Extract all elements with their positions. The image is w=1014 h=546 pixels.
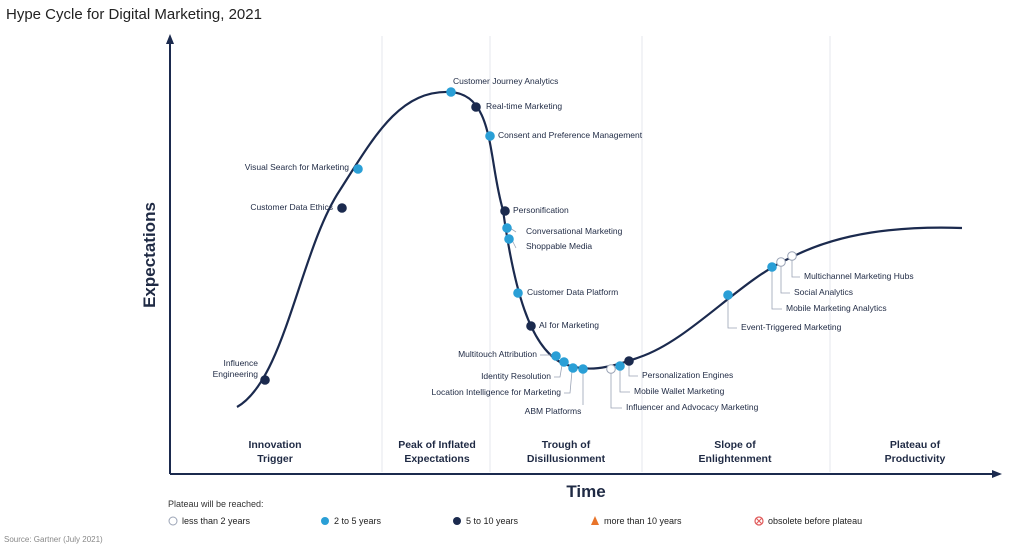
leader-line	[771, 270, 782, 310]
point-visual-search-for-marketing	[353, 164, 363, 174]
leader-line	[791, 259, 800, 278]
phase-label-peak: Peak of Inflated	[398, 439, 476, 451]
point-influence-engineering	[260, 375, 270, 385]
label-abm-platforms: ABM Platforms	[525, 406, 582, 416]
point-personalization-engines	[624, 356, 634, 366]
legend-item-5to10: 5 to 10 years	[453, 516, 519, 526]
phase-label-plateau: Productivity	[885, 453, 946, 465]
leader-line	[628, 364, 638, 377]
leader-line	[727, 298, 737, 329]
technology-labels: Influence Engineering Customer Data Ethics…	[213, 76, 914, 416]
label-mobile-marketing-analytics: Mobile Marketing Analytics	[786, 303, 887, 313]
legend-symbol-triangle	[591, 516, 599, 525]
point-mobile-marketing-analytics	[767, 262, 777, 272]
legend-item-2to5: 2 to 5 years	[321, 516, 382, 526]
legend-item-obsolete: obsolete before plateau	[754, 516, 862, 526]
point-multitouch-attribution	[551, 351, 561, 361]
point-real-time-marketing	[471, 102, 481, 112]
label-customer-journey-analytics: Customer Journey Analytics	[453, 76, 558, 86]
leader-line	[619, 369, 630, 393]
legend-label-obsolete: obsolete before plateau	[768, 516, 862, 526]
point-consent-and-preference-management	[485, 131, 495, 141]
phase-label-slope: Enlightenment	[699, 453, 772, 465]
point-conversational-marketing	[502, 223, 512, 233]
phase-label-innovation: Innovation	[248, 439, 301, 451]
phase-label-trough: Disillusionment	[527, 453, 606, 465]
label-influence-engineering: Influence Engineering	[213, 358, 259, 379]
legend-symbol-circle	[453, 517, 461, 525]
legend-symbol-circle	[321, 517, 329, 525]
label-personalization-engines: Personalization Engines	[642, 370, 733, 380]
legend-symbol-cross	[756, 518, 762, 524]
point-shoppable-media	[504, 234, 514, 244]
legend-label-more10: more than 10 years	[604, 516, 682, 526]
label-visual-search-for-marketing: Visual Search for Marketing	[245, 162, 350, 172]
point-multichannel-marketing-hubs	[787, 251, 797, 261]
point-personification	[500, 206, 510, 216]
point-event-triggered-marketing	[723, 290, 733, 300]
point-influencer-and-advocacy-marketing	[606, 364, 616, 374]
legend-item-more10: more than 10 years	[591, 516, 682, 526]
label-social-analytics: Social Analytics	[794, 287, 853, 297]
label-shoppable-media: Shoppable Media	[526, 241, 592, 251]
legend-symbol-hollow-circle	[168, 516, 178, 526]
label-personification: Personification	[513, 205, 569, 215]
point-customer-journey-analytics	[446, 87, 456, 97]
x-axis-arrow	[992, 470, 1002, 478]
phase-dividers	[381, 36, 831, 472]
label-location-intelligence-for-marketing: Location Intelligence for Marketing	[432, 387, 562, 397]
source-note: Source: Gartner (July 2021)	[4, 535, 103, 544]
label-customer-data-ethics: Customer Data Ethics	[250, 202, 333, 212]
legend-label-2to5: 2 to 5 years	[334, 516, 382, 526]
label-real-time-marketing: Real-time Marketing	[486, 101, 562, 111]
leader-line	[564, 370, 573, 394]
legend-symbol-crossed-circle	[754, 516, 764, 526]
legend-label-less2: less than 2 years	[182, 516, 251, 526]
leader-line	[554, 364, 563, 378]
page-title: Hype Cycle for Digital Marketing, 2021	[6, 6, 262, 23]
phase-label-slope: Slope of	[714, 439, 756, 451]
label-identity-resolution: Identity Resolution	[481, 371, 551, 381]
axes	[166, 34, 1002, 478]
label-multitouch-attribution: Multitouch Attribution	[458, 349, 537, 359]
point-customer-data-ethics	[337, 203, 347, 213]
label-conversational-marketing: Conversational Marketing	[526, 226, 623, 236]
x-axis-label: Time	[566, 482, 605, 501]
technology-points	[260, 87, 797, 385]
label-mobile-wallet-marketing: Mobile Wallet Marketing	[634, 386, 725, 396]
label-influencer-and-advocacy-marketing: Influencer and Advocacy Marketing	[626, 402, 759, 412]
phase-labels: Innovation Trigger Peak of Inflated Expecta…	[248, 439, 945, 465]
label-customer-data-platform: Customer Data Platform	[527, 287, 618, 297]
label-consent-and-preference-management: Consent and Preference Management	[498, 130, 643, 140]
phase-label-trough: Trough of	[542, 439, 591, 451]
label-multichannel-marketing-hubs: Multichannel Marketing Hubs	[804, 271, 914, 281]
label-event-triggered-marketing: Event-Triggered Marketing	[741, 322, 842, 332]
y-axis-arrow	[166, 34, 174, 44]
legend-label-5to10: 5 to 10 years	[466, 516, 519, 526]
phase-label-innovation: Trigger	[257, 453, 293, 465]
point-mobile-wallet-marketing	[615, 361, 625, 371]
label-ai-for-marketing: AI for Marketing	[539, 320, 599, 330]
point-social-analytics	[776, 257, 786, 267]
point-ai-for-marketing	[526, 321, 536, 331]
legend-heading: Plateau will be reached:	[168, 499, 264, 509]
point-abm-platforms	[578, 364, 588, 374]
legend-item-less2: less than 2 years	[168, 516, 251, 526]
leader-line	[780, 265, 790, 294]
legend: less than 2 years 2 to 5 years 5 to 10 yea…	[168, 516, 862, 526]
leader-line	[610, 372, 622, 409]
point-location-intelligence-for-marketing	[568, 363, 578, 373]
point-customer-data-platform	[513, 288, 523, 298]
label-leader-lines	[509, 227, 800, 409]
phase-label-peak: Expectations	[404, 453, 470, 465]
phase-label-plateau: Plateau of	[890, 439, 941, 451]
y-axis-label: Expectations	[140, 202, 159, 308]
point-identity-resolution	[559, 357, 569, 367]
